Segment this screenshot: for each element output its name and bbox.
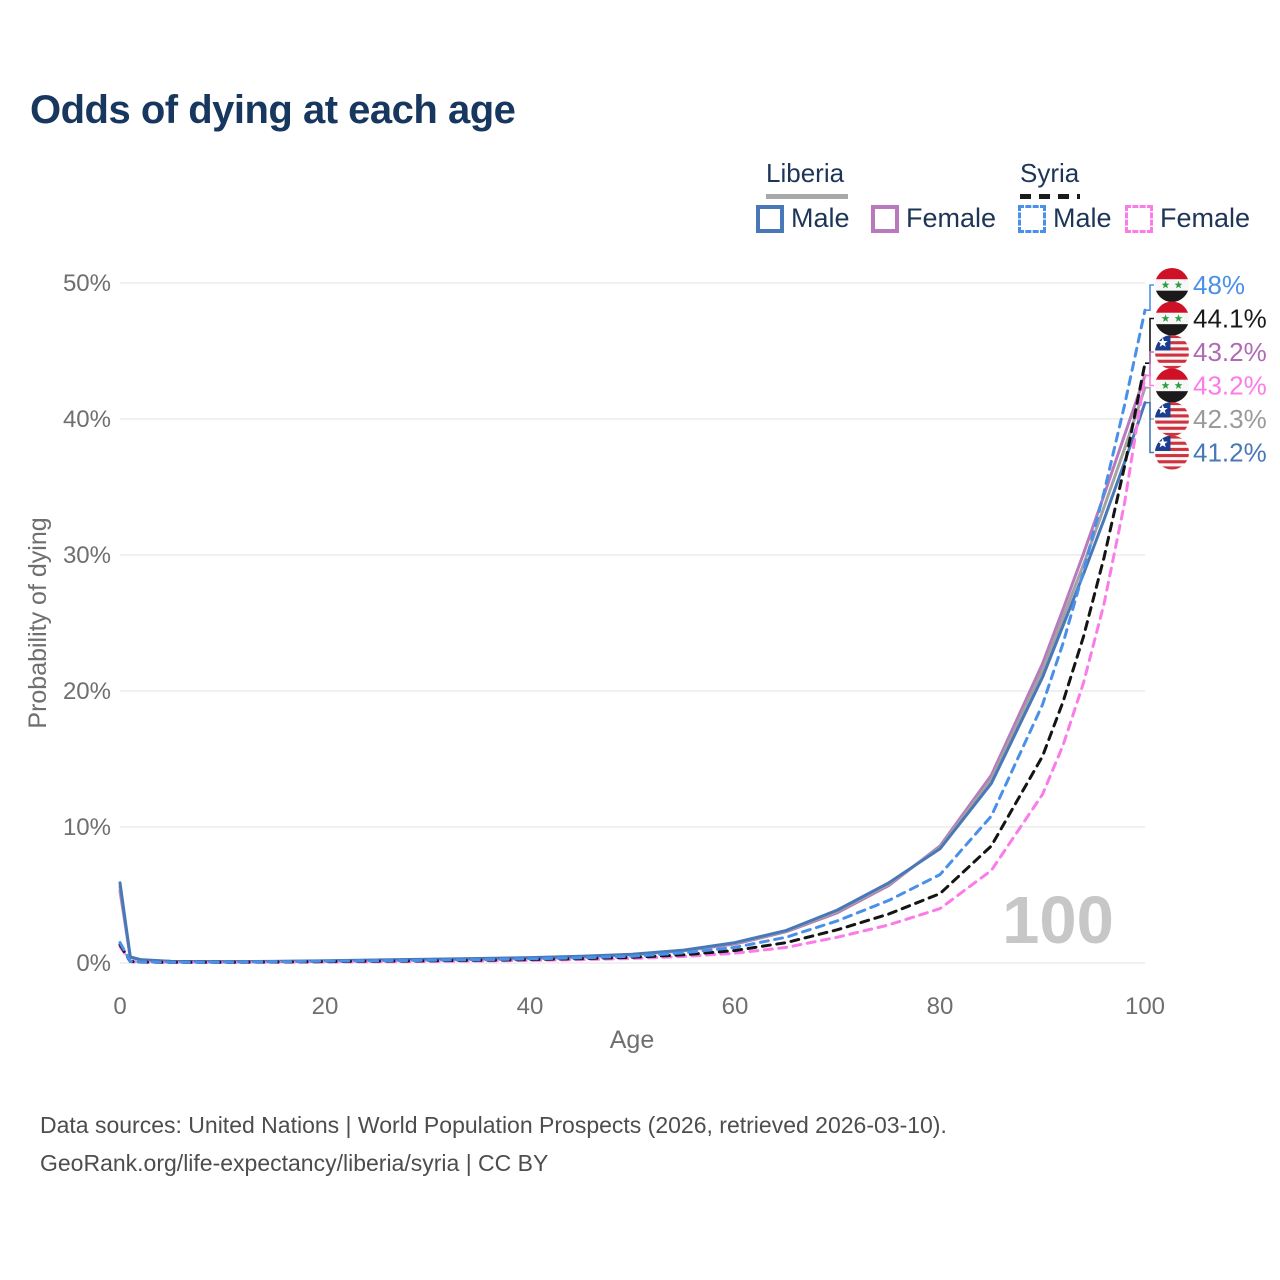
liberia-flag-icon [1155, 335, 1189, 369]
x-tick-label: 100 [1125, 993, 1165, 1020]
y-tick-label: 20% [63, 678, 111, 705]
y-tick-label: 40% [63, 406, 111, 433]
end-value-label-syria-both: 44.1% [1193, 304, 1267, 334]
y-tick-label: 0% [76, 950, 111, 977]
end-value-label-syria-male: 48% [1193, 270, 1245, 300]
leader-line-syria-male [1145, 284, 1154, 311]
page-title: Odds of dying at each age [30, 88, 516, 132]
y-tick-label: 50% [63, 270, 111, 297]
end-value-label-syria-female: 43.2% [1193, 371, 1267, 401]
liberia-flag-icon [1155, 402, 1189, 436]
gridlines [120, 282, 1145, 964]
series-line-syria-female[interactable] [118, 374, 1147, 964]
end-value-label-liberia-both: 42.3% [1193, 404, 1267, 434]
end-labels: 48%44.1%43.2%43.2%42.3%41.2% [1145, 268, 1267, 470]
legend-item-label: Male [1053, 203, 1112, 233]
leader-line-liberia-male [1145, 401, 1154, 454]
series-line-liberia-male[interactable] [118, 401, 1147, 964]
y-tick-label: 30% [63, 542, 111, 569]
syria-female-swatch-icon [1125, 204, 1153, 233]
syria-flag-icon [1155, 368, 1189, 403]
x-tick-label: 60 [722, 993, 749, 1020]
legend-item-label: Male [791, 203, 850, 233]
liberia-female-swatch-icon [871, 204, 899, 233]
series-lines [118, 308, 1147, 964]
legend-group-syria[interactable]: Syria [1020, 158, 1080, 188]
end-value-label-liberia-male: 41.2% [1193, 438, 1267, 468]
syria-line-style-swatch [1020, 194, 1080, 199]
liberia-flag-icon [1155, 435, 1189, 470]
age-watermark: 100 [1002, 883, 1114, 958]
x-tick-label: 0 [113, 993, 126, 1020]
legend-item-liberia-female[interactable]: Female [871, 203, 996, 234]
attribution-line: GeoRank.org/life-expectancy/liberia/syri… [40, 1150, 549, 1176]
liberia-male-swatch-icon [756, 204, 784, 233]
syria-flag-icon [1155, 268, 1189, 302]
liberia-line-style-swatch [766, 194, 848, 199]
x-axis-title: Age [610, 1026, 654, 1054]
legend-item-syria-male[interactable]: Male [1018, 203, 1112, 234]
x-tick-label: 20 [312, 993, 339, 1020]
x-tick-label: 40 [517, 993, 544, 1020]
leader-line-syria-both [1145, 317, 1154, 364]
legend-group-liberia[interactable]: Liberia [766, 158, 845, 188]
legend-item-label: Female [1160, 203, 1251, 233]
legend-item-label: Female [906, 203, 997, 233]
end-value-label-liberia-female: 43.2% [1193, 337, 1267, 367]
y-axis-title: Probability of dying [24, 517, 52, 728]
leader-line-syria-female [1145, 374, 1154, 387]
legend-item-syria-female[interactable]: Female [1125, 203, 1250, 234]
series-line-syria-male[interactable] [118, 308, 1147, 964]
legend-item-liberia-male[interactable]: Male [756, 203, 850, 234]
y-tick-label: 10% [63, 814, 111, 841]
x-tick-label: 80 [927, 993, 954, 1020]
syria-flag-icon [1155, 301, 1189, 336]
data-sources-line: Data sources: United Nations | World Pop… [40, 1112, 947, 1138]
series-line-liberia-female[interactable] [118, 374, 1147, 964]
footer: Data sources: United Nations | World Pop… [40, 1106, 947, 1182]
axes: 0% 10% 20% 30% 40% 50% 0 20 40 60 80 100 [63, 270, 1165, 1020]
syria-male-swatch-icon [1018, 204, 1046, 233]
series-line-liberia-both[interactable] [118, 386, 1147, 964]
series-line-syria-both[interactable] [118, 361, 1147, 964]
